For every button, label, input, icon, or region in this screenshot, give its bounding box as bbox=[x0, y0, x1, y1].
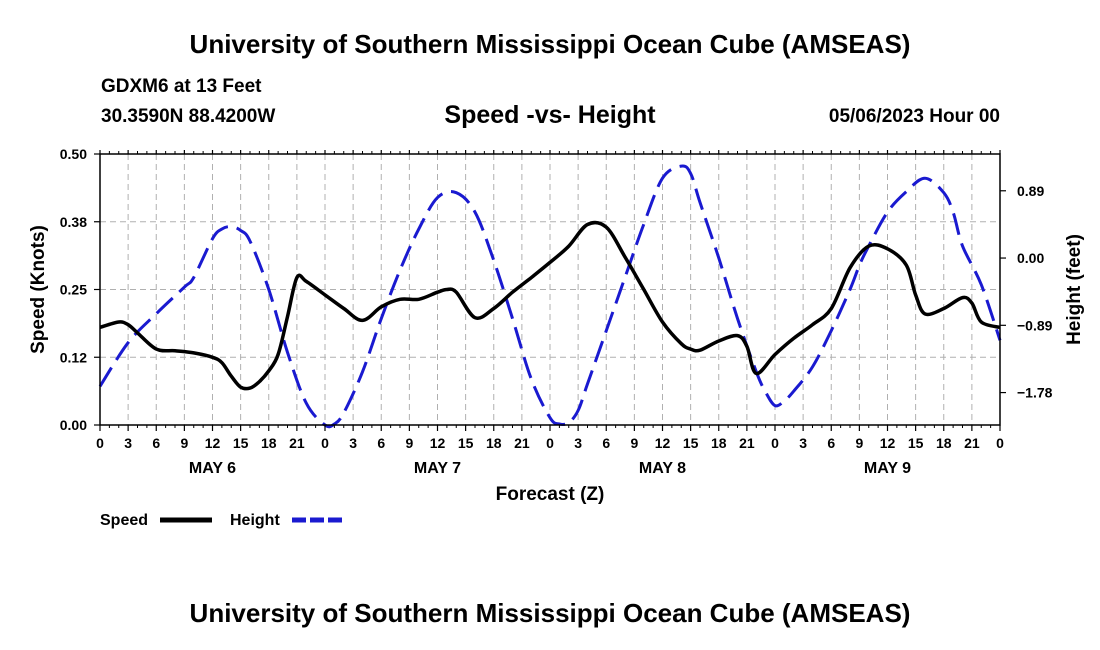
x-tick-label: 6 bbox=[602, 435, 610, 451]
x-tick-label: 15 bbox=[908, 435, 924, 451]
x-tick-label: 21 bbox=[514, 435, 530, 451]
speed-series-line bbox=[99, 220, 1001, 391]
x-tick-label: 18 bbox=[936, 435, 952, 451]
y2-tick-label: −0.89 bbox=[1017, 317, 1053, 333]
y2-tick-label: −1.78 bbox=[1017, 385, 1053, 401]
x-tick-label: 3 bbox=[349, 435, 357, 451]
y2-tick-label: 0.00 bbox=[1017, 250, 1044, 266]
x-tick-label: 21 bbox=[289, 435, 305, 451]
x-tick-label: 9 bbox=[630, 435, 638, 451]
x-tick-label: 9 bbox=[180, 435, 188, 451]
y-axis-title: Speed (Knots) bbox=[28, 225, 49, 354]
x-tick-label: 12 bbox=[205, 435, 221, 451]
x-tick-label: 9 bbox=[405, 435, 413, 451]
y-tick-label: 0.00 bbox=[60, 417, 87, 433]
x-tick-label: 0 bbox=[321, 435, 329, 451]
chart-axes: 0 3 6 9 12 15 18 21 0 3 6 9 12 15 18 21 0 3 6 9 12 15 18 21 0 3 6 9… bbox=[60, 146, 1053, 477]
coordinates-label: 30.3590N 88.4200W bbox=[101, 106, 276, 127]
y2-tick-label: 0.89 bbox=[1017, 183, 1044, 199]
x-tick-label: 18 bbox=[261, 435, 277, 451]
day-label: MAY 6 bbox=[189, 460, 236, 477]
chart-grid bbox=[100, 154, 1000, 425]
legend-height-label: Height bbox=[230, 512, 280, 529]
x-tick-label: 6 bbox=[377, 435, 385, 451]
x-tick-label: 15 bbox=[233, 435, 249, 451]
legend-speed-label: Speed bbox=[100, 512, 148, 529]
x-tick-label: 12 bbox=[880, 435, 896, 451]
datetime-label: 05/06/2023 Hour 00 bbox=[828, 106, 1000, 127]
x-tick-label: 15 bbox=[683, 435, 699, 451]
x-tick-label: 3 bbox=[574, 435, 582, 451]
y-tick-label: 0.25 bbox=[60, 282, 87, 298]
x-tick-label: 0 bbox=[996, 435, 1004, 451]
x-tick-label: 6 bbox=[827, 435, 835, 451]
y-tick-label: 0.38 bbox=[60, 214, 87, 230]
x-tick-label: 18 bbox=[711, 435, 727, 451]
x-tick-label: 3 bbox=[124, 435, 132, 451]
x-tick-label: 0 bbox=[771, 435, 779, 451]
x-tick-label: 21 bbox=[739, 435, 755, 451]
x-tick-label: 12 bbox=[655, 435, 671, 451]
y-tick-label: 0.50 bbox=[60, 146, 87, 162]
x-tick-label: 12 bbox=[430, 435, 446, 451]
x-tick-label: 9 bbox=[855, 435, 863, 451]
y-tick-label: 0.12 bbox=[60, 349, 87, 365]
x-tick-label: 0 bbox=[96, 435, 104, 451]
x-tick-label: 18 bbox=[486, 435, 502, 451]
x-tick-label: 21 bbox=[964, 435, 980, 451]
station-label: GDXM6 at 13 Feet bbox=[101, 76, 262, 97]
chart-legend: Speed Height bbox=[100, 512, 344, 529]
chart-series bbox=[98, 164, 1002, 429]
x-tick-label: 0 bbox=[546, 435, 554, 451]
x-tick-label: 15 bbox=[458, 435, 474, 451]
day-label: MAY 8 bbox=[639, 460, 686, 477]
footer-title: University of Southern Mississippi Ocean… bbox=[189, 598, 911, 628]
main-title: University of Southern Mississippi Ocean… bbox=[189, 29, 911, 59]
plot-title: Speed -vs- Height bbox=[444, 101, 656, 129]
day-label: MAY 9 bbox=[864, 460, 911, 477]
x-tick-label: 3 bbox=[799, 435, 807, 451]
y2-axis-title: Height (feet) bbox=[1064, 234, 1085, 345]
height-series-line bbox=[98, 164, 1002, 429]
day-label: MAY 7 bbox=[414, 460, 461, 477]
x-tick-label: 6 bbox=[152, 435, 160, 451]
x-axis-title: Forecast (Z) bbox=[496, 484, 605, 505]
